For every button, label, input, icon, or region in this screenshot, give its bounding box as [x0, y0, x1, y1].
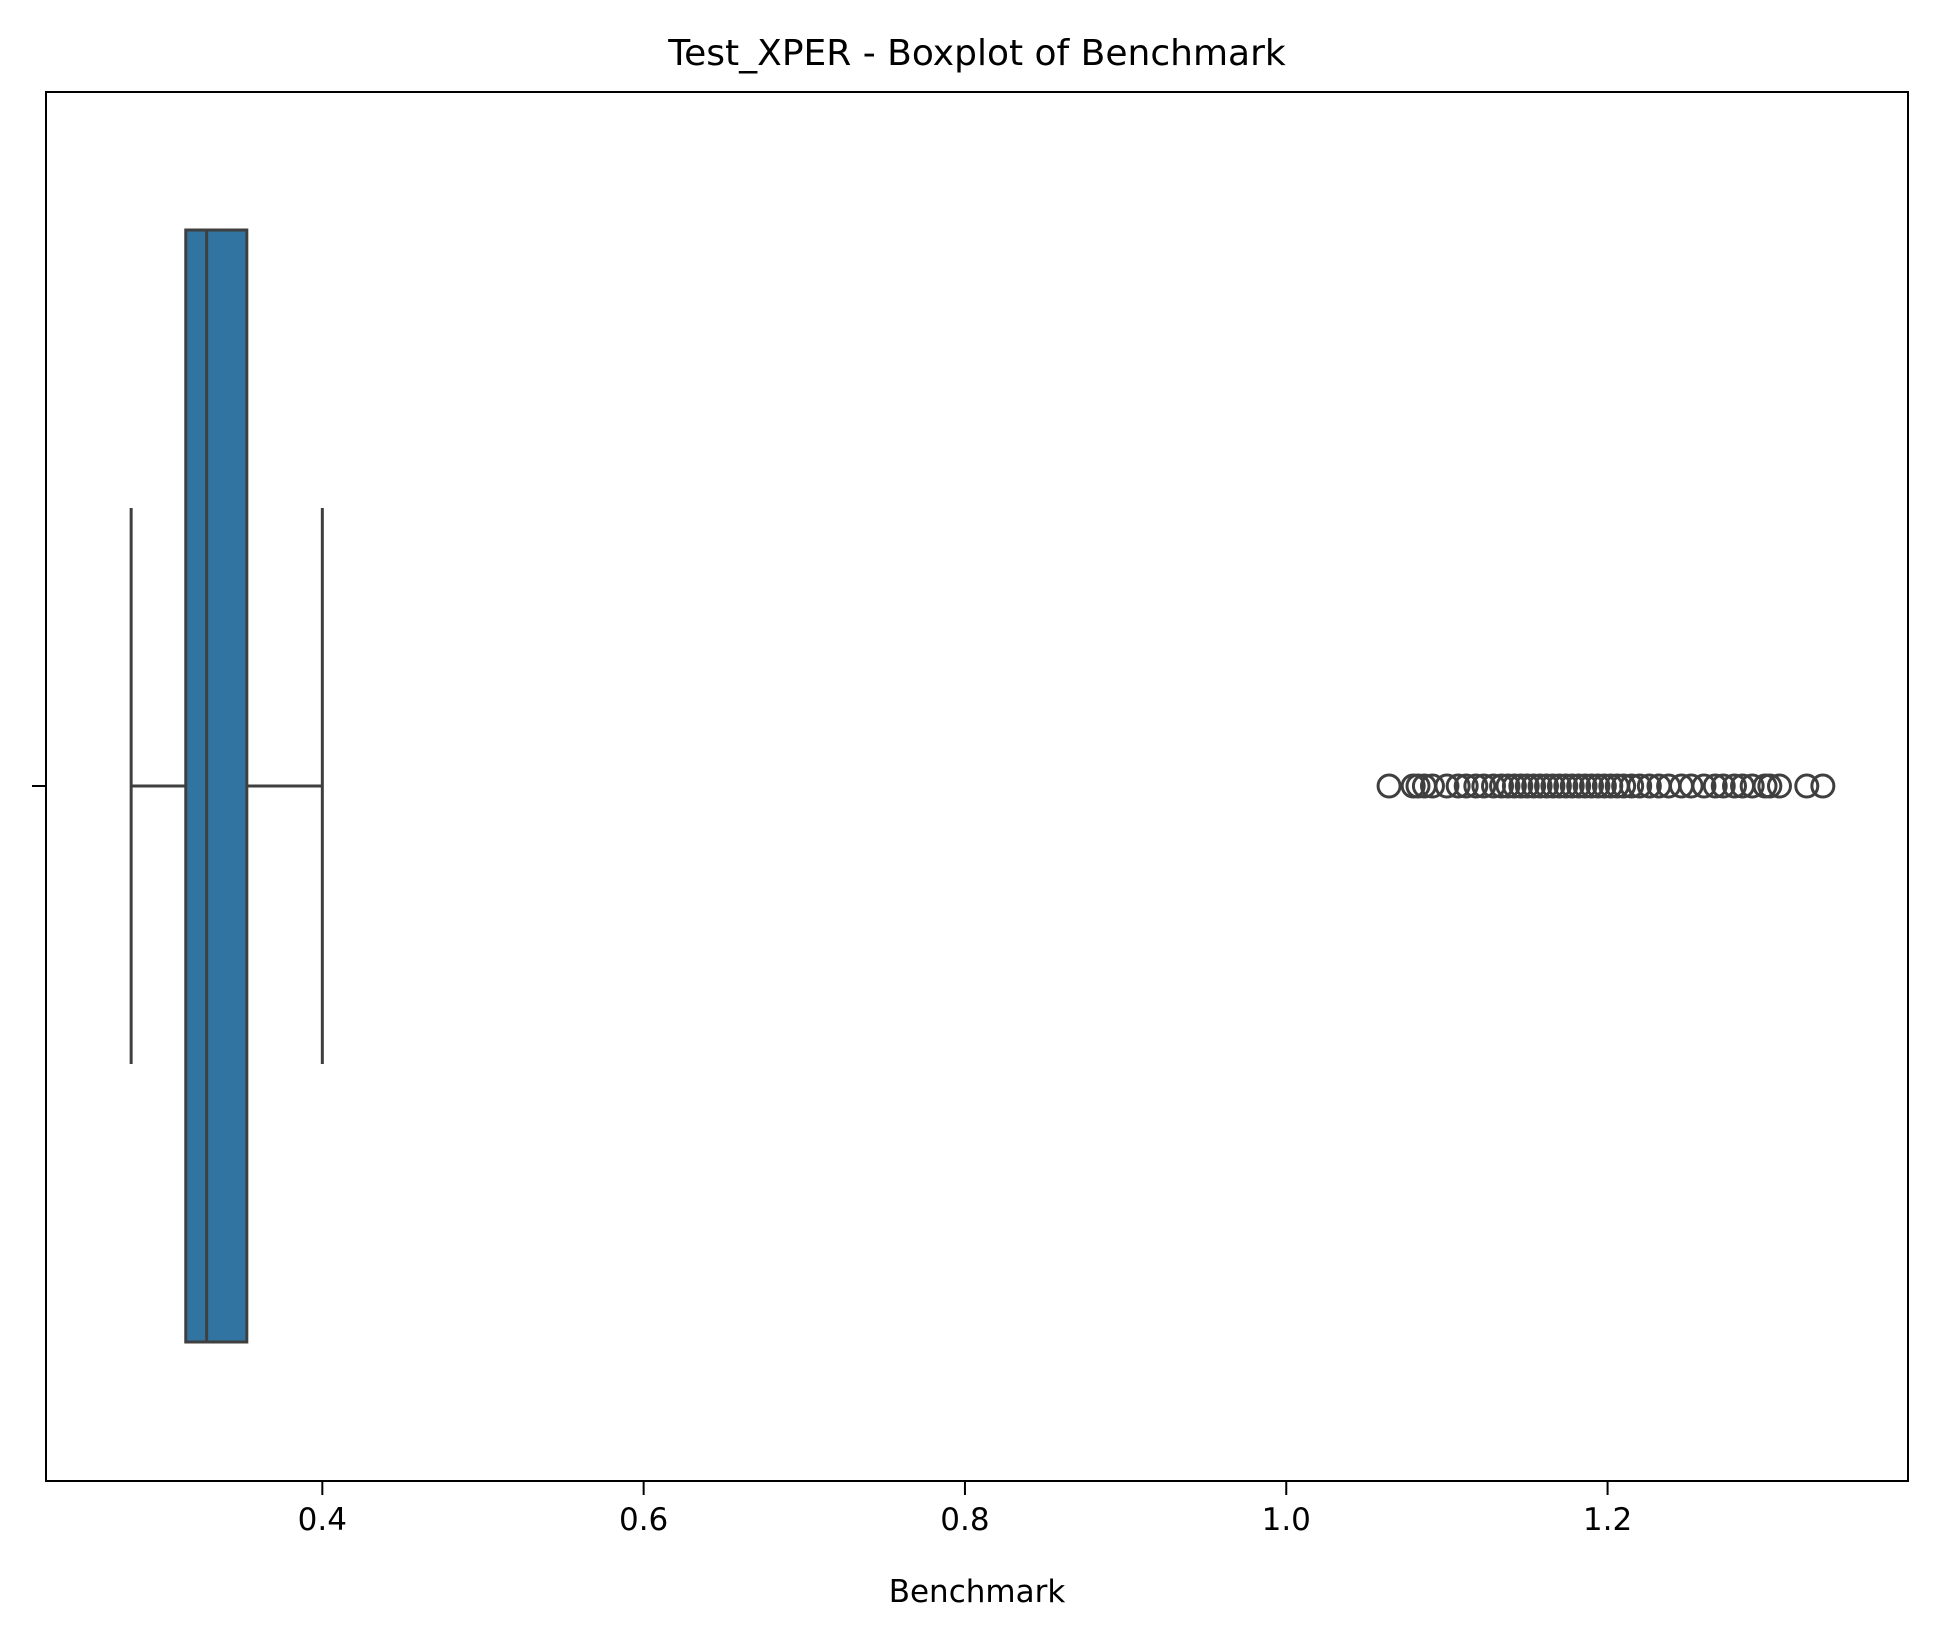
- x-tick-label: 0.8: [940, 1502, 989, 1538]
- outlier-point: [1636, 773, 1662, 799]
- outlier-point: [1445, 773, 1471, 799]
- outlier-point: [1794, 773, 1820, 799]
- outlier-point: [1501, 773, 1527, 799]
- outlier-point: [1514, 773, 1540, 799]
- outlier-point: [1463, 773, 1489, 799]
- outlier-point: [1419, 773, 1445, 799]
- outlier-point: [1471, 773, 1497, 799]
- box-element: [129, 228, 324, 1344]
- outlier-point: [1627, 773, 1653, 799]
- outlier-point: [1585, 773, 1611, 799]
- outlier-point: [1508, 773, 1534, 799]
- outlier-point: [1540, 773, 1566, 799]
- outlier-point: [1453, 773, 1479, 799]
- outlier-point: [1611, 773, 1637, 799]
- outlier-point: [1579, 773, 1605, 799]
- outlier-point: [1721, 773, 1747, 799]
- outlier-point: [1553, 773, 1579, 799]
- outlier-point: [1495, 773, 1521, 799]
- outlier-point: [1566, 773, 1592, 799]
- outlier-point: [1739, 773, 1765, 799]
- x-axis-label: Benchmark: [889, 1574, 1066, 1610]
- outlier-point: [1810, 773, 1836, 799]
- outlier-point: [1527, 773, 1553, 799]
- x-tick-label: 0.6: [619, 1502, 668, 1538]
- outlier-points: [1376, 773, 1836, 799]
- x-tick-label: 0.4: [298, 1502, 347, 1538]
- outlier-point: [1559, 773, 1585, 799]
- x-tick-label: 1.2: [1583, 1502, 1632, 1538]
- outlier-point: [1405, 773, 1431, 799]
- outlier-point: [1572, 773, 1598, 799]
- interquartile-box: [184, 228, 249, 1344]
- chart-title: Test_XPER - Boxplot of Benchmark: [667, 33, 1286, 74]
- outlier-point: [1766, 773, 1792, 799]
- outlier-point: [1434, 773, 1460, 799]
- outlier-point: [1678, 773, 1704, 799]
- x-axis-ticks: 0.4 0.6 0.8 1.0 1.2: [298, 1481, 1632, 1538]
- outlier-point: [1546, 773, 1572, 799]
- outlier-point: [1691, 773, 1717, 799]
- outlier-point: [1619, 773, 1645, 799]
- outlier-point: [1521, 773, 1547, 799]
- outlier-point: [1489, 773, 1515, 799]
- outlier-point: [1757, 773, 1783, 799]
- outlier-point: [1710, 773, 1736, 799]
- outlier-point: [1376, 773, 1402, 799]
- outlier-point: [1702, 773, 1728, 799]
- x-tick-label: 1.0: [1262, 1502, 1311, 1538]
- outlier-point: [1591, 773, 1617, 799]
- outlier-point: [1534, 773, 1560, 799]
